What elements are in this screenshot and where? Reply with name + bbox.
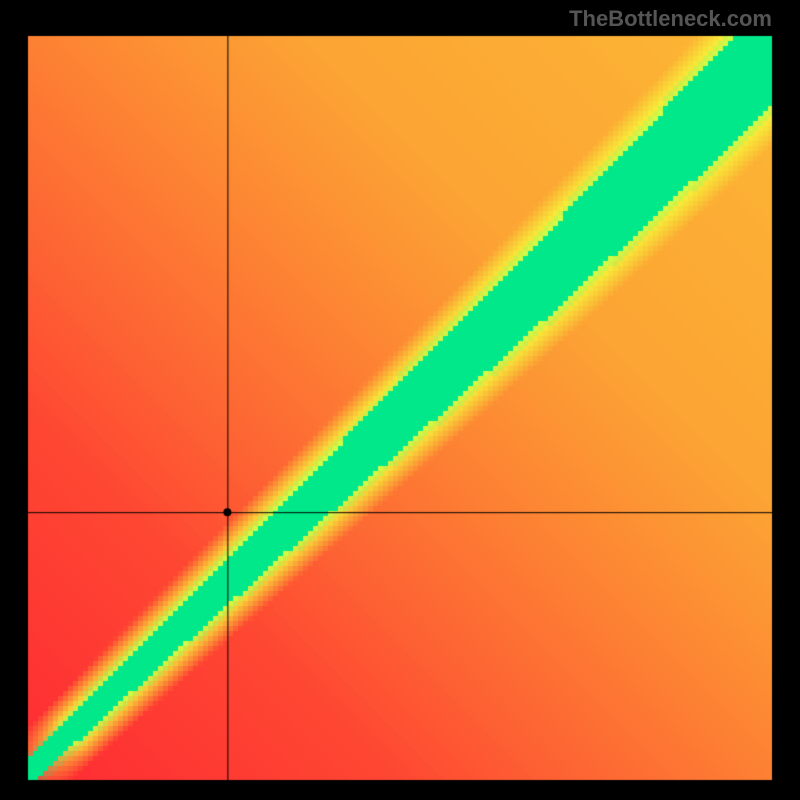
watermark-text: TheBottleneck.com xyxy=(569,6,772,32)
heatmap-canvas xyxy=(0,0,800,800)
chart-container: TheBottleneck.com xyxy=(0,0,800,800)
